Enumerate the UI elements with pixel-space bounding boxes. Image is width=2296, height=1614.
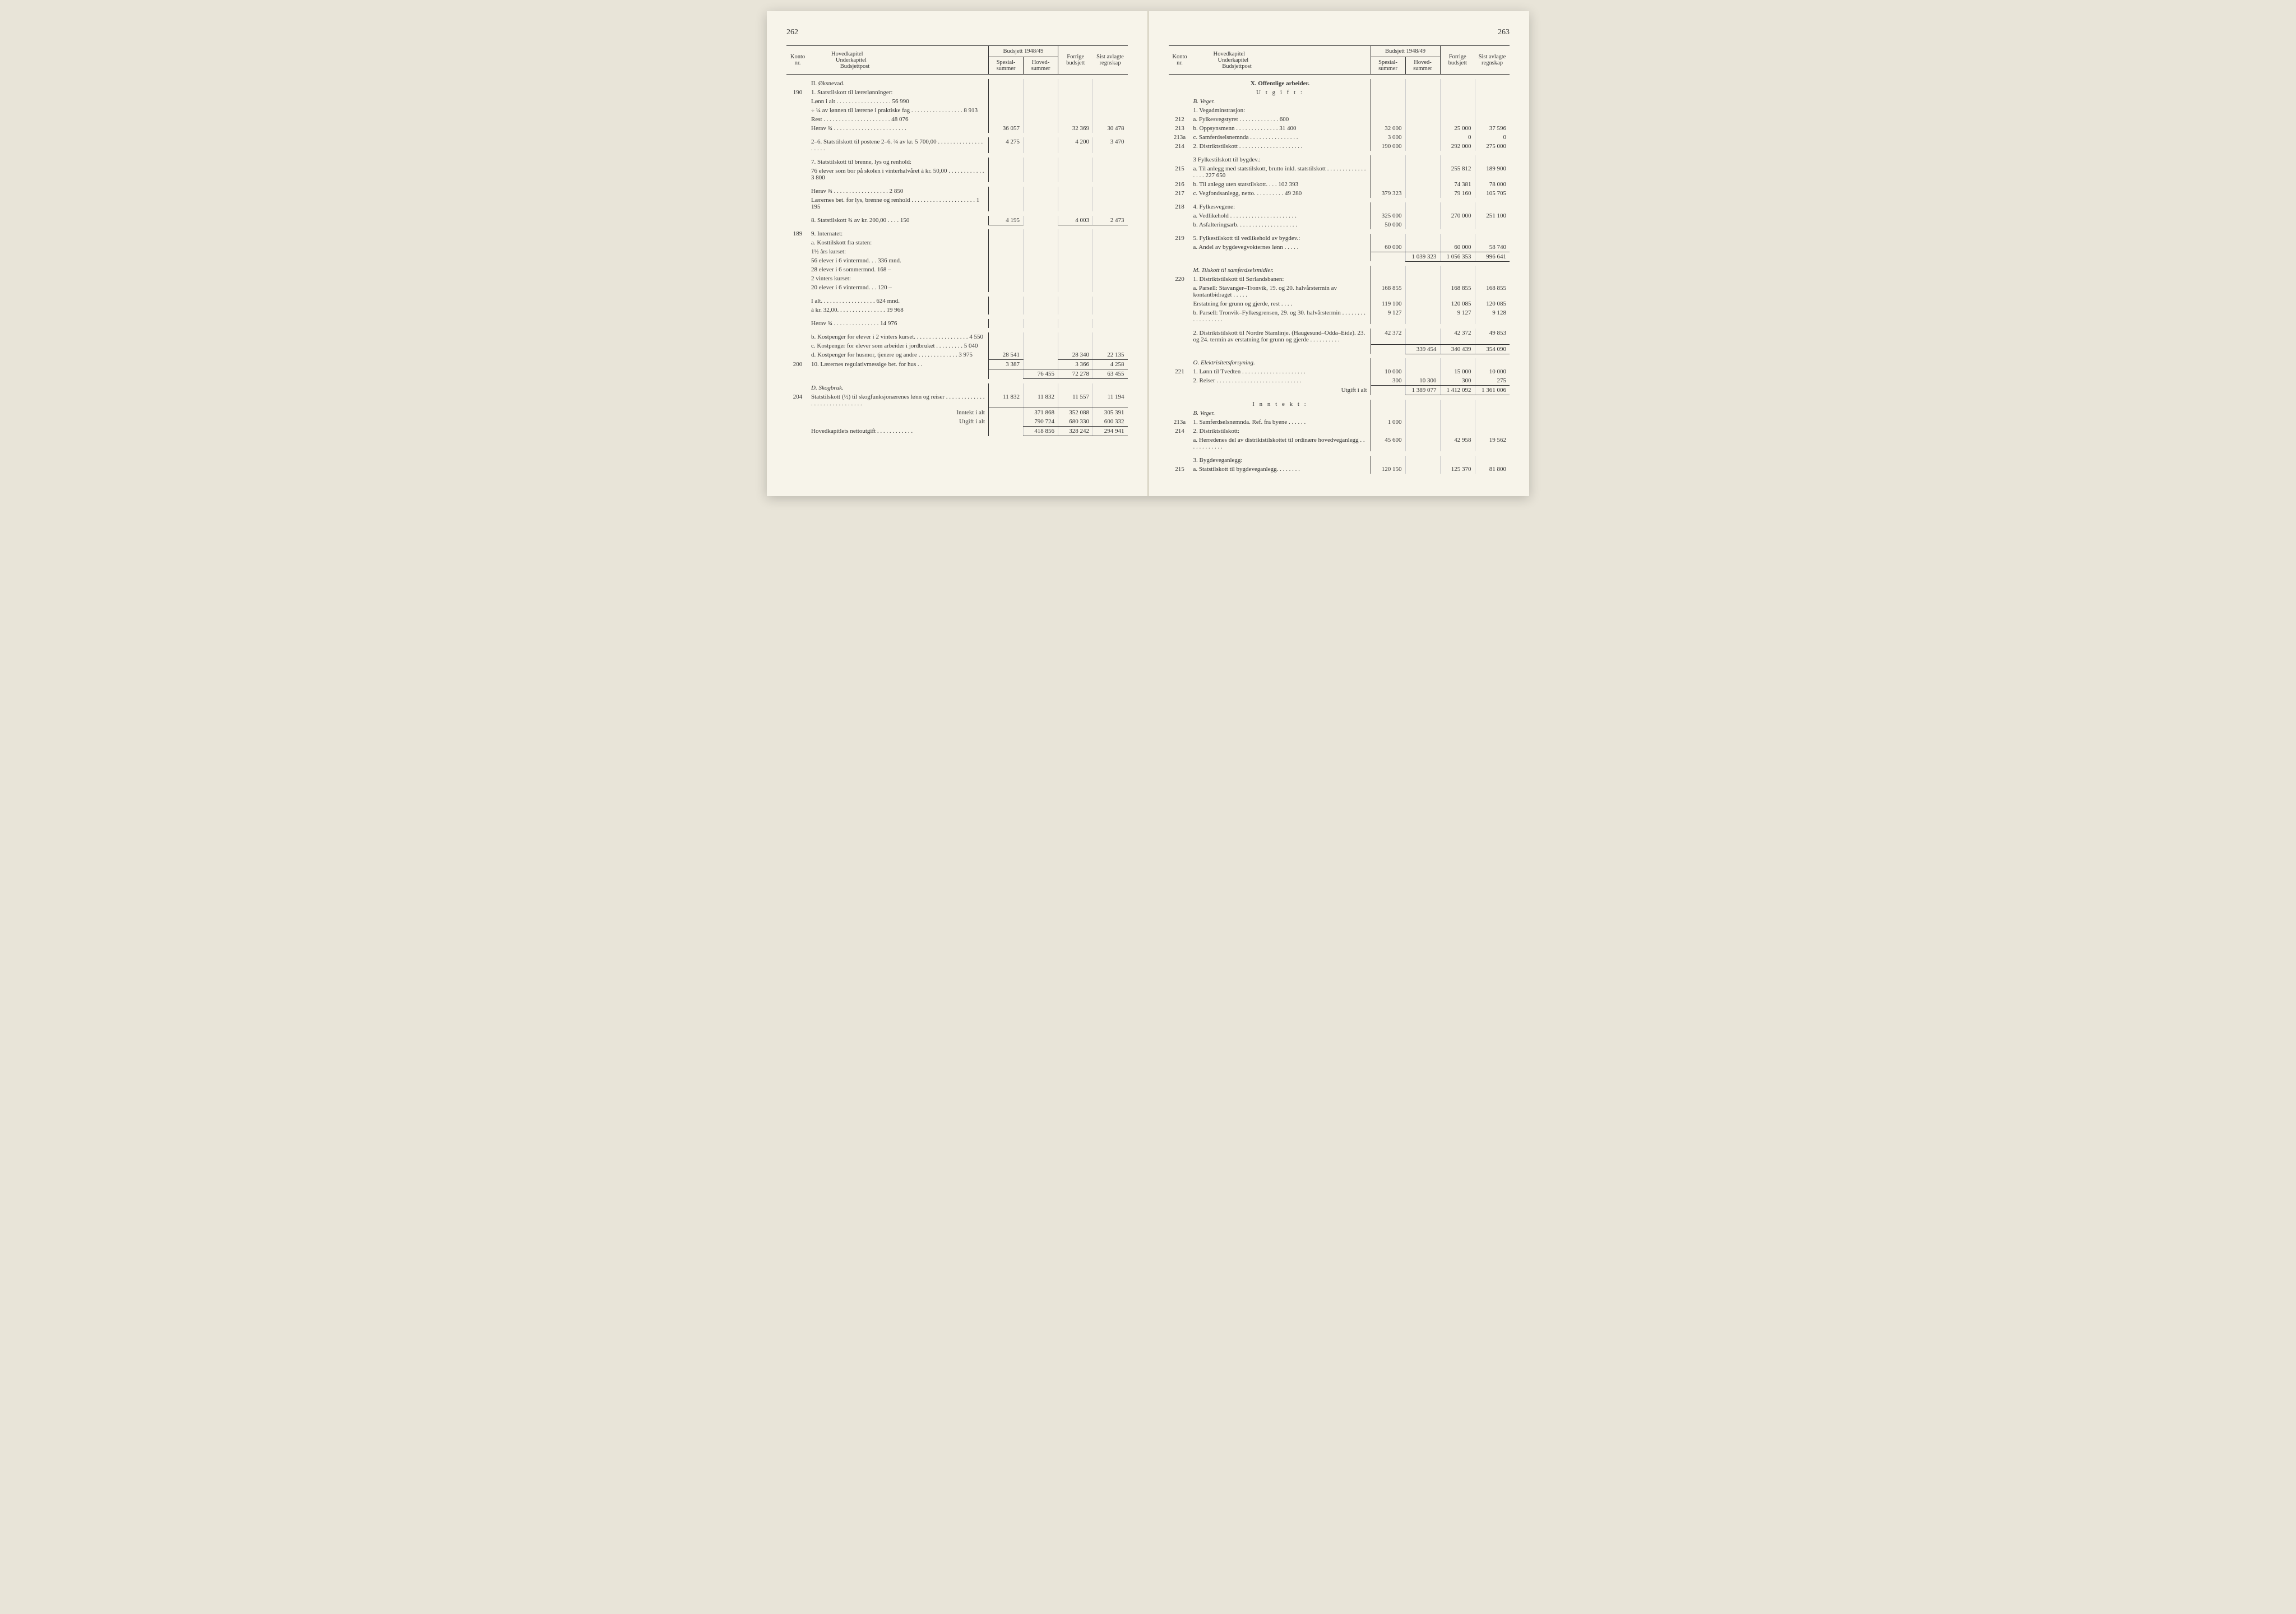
row-text: a. Herredenes del av distriktstilskottet… bbox=[1191, 436, 1371, 451]
row-text: 3. Bygdeveganlegg: bbox=[1191, 456, 1371, 465]
row-text: d. Kostpenger for husmor, tjenere og and… bbox=[809, 350, 989, 360]
col-budsjett: Budsjett 1948/49 bbox=[1371, 46, 1440, 57]
netto-label: Hovedkapitlets nettoutgift . . . . . . .… bbox=[809, 427, 989, 436]
section-o: O. Elektrisitetsforsyning. bbox=[1191, 358, 1371, 367]
row-text: ÷ ¼ av lønnen til lærerne i praktiske fa… bbox=[809, 106, 989, 115]
col-konto: Kontonr. bbox=[786, 46, 809, 75]
row-text: 76 elever som bor på skolen i vinterhalv… bbox=[809, 167, 989, 182]
row-text: 2–6. Statstilskott til postene 2–6. ¾ av… bbox=[809, 137, 989, 153]
page-left: 262 Kontonr. Hovedkapitel Underkapitel B… bbox=[767, 11, 1149, 496]
col-forrige: Forrigebudsjett bbox=[1058, 46, 1093, 75]
col-forrige: Forrigebudsjett bbox=[1440, 46, 1475, 75]
row-text: Rest . . . . . . . . . . . . . . . . . .… bbox=[809, 115, 989, 124]
col-kapitel: Hovedkapitel Underkapitel Budsjettpost bbox=[1191, 46, 1371, 75]
row-text: 28 elever i 6 sommermnd. 168 – bbox=[809, 265, 989, 274]
row-text: b. Oppsynsmenn . . . . . . . . . . . . .… bbox=[1191, 124, 1371, 133]
row-text: 56 elever i 6 vintermnd. . . 336 mnd. bbox=[809, 256, 989, 265]
row-text: b. Kostpenger for elever i 2 vinters kur… bbox=[809, 332, 989, 341]
row-text: 4. Fylkesvegene: bbox=[1191, 202, 1371, 211]
row-text: 5. Fylkestilskott til vedlikehold av byg… bbox=[1191, 234, 1371, 243]
row-text: 10. Lærernes regulativmessige bet. for h… bbox=[809, 360, 989, 369]
utgift-label: Utgift i alt bbox=[809, 417, 989, 427]
row-text: a. Til anlegg med statstilskott, brutto … bbox=[1191, 164, 1371, 180]
inntekt-label: I n n t e k t : bbox=[1191, 400, 1371, 409]
row-text: a. Andel av bygdevegvokternes lønn . . .… bbox=[1191, 243, 1371, 252]
col-budsjett: Budsjett 1948/49 bbox=[989, 46, 1058, 57]
section-d: D. Skogbruk. bbox=[809, 383, 989, 392]
row-text: a. Parsell: Stavanger–Tronvik, 19. og 20… bbox=[1191, 284, 1371, 299]
row-text: Herav ¾ . . . . . . . . . . . . . . . . … bbox=[809, 124, 989, 133]
row-text: Lærernes bet. for lys, brenne og renhold… bbox=[809, 196, 989, 211]
book-spread: 262 Kontonr. Hovedkapitel Underkapitel B… bbox=[767, 11, 1529, 496]
section-b: B. Veger. bbox=[1191, 97, 1371, 106]
row-text: c. Kostpenger for elever som arbeider i … bbox=[809, 341, 989, 350]
section-b2: B. Veger. bbox=[1191, 409, 1371, 418]
col-hoved: Hoved-summer bbox=[1405, 57, 1440, 75]
row-text: b. Til anlegg uten statstilskott. . . . … bbox=[1191, 180, 1371, 189]
row-text: 20 elever i 6 vintermnd. . . 120 – bbox=[809, 283, 989, 292]
row-text: b. Asfalteringsarb. . . . . . . . . . . … bbox=[1191, 220, 1371, 229]
col-sist: Sist avlagteregnskap bbox=[1475, 46, 1510, 75]
col-sist: Sist avlagteregnskap bbox=[1093, 46, 1128, 75]
section-x: X. Offentlige arbeider. bbox=[1191, 79, 1371, 88]
row-text: 3 Fylkestilskott til bygdev.: bbox=[1191, 155, 1371, 164]
row-text: 9. Internatet: bbox=[809, 229, 989, 238]
konto-200: 200 bbox=[786, 360, 809, 369]
budget-table-left: Kontonr. Hovedkapitel Underkapitel Budsj… bbox=[786, 45, 1128, 436]
section-m: M. Tilskott til samferdselsmidler. bbox=[1191, 266, 1371, 275]
utgift-label: U t g i f t : bbox=[1191, 88, 1371, 97]
row-text: Lønn i alt . . . . . . . . . . . . . . .… bbox=[809, 97, 989, 106]
row-text: 7. Statstilskott til brenne, lys og renh… bbox=[809, 158, 989, 167]
col-hoved: Hoved-summer bbox=[1024, 57, 1058, 75]
row-text: a. Fylkesvegstyret . . . . . . . . . . .… bbox=[1191, 115, 1371, 124]
page-number-right: 263 bbox=[1169, 28, 1510, 37]
section-title: II. Øksnevad. bbox=[809, 79, 989, 88]
konto-189: 189 bbox=[786, 229, 809, 238]
row-text: b. Parsell: Tronvik–Fylkesgrensen, 29. o… bbox=[1191, 308, 1371, 324]
row-text: Statstilskott (½) til skogfunksjonærenes… bbox=[809, 392, 989, 408]
konto-204: 204 bbox=[786, 392, 809, 408]
budget-table-right: Kontonr. Hovedkapitel Underkapitel Budsj… bbox=[1169, 45, 1510, 474]
inntekt-label: Inntekt i alt bbox=[809, 408, 989, 418]
row-text: à kr. 32,00. . . . . . . . . . . . . . .… bbox=[809, 306, 989, 315]
row-text: 1. Statstilskott til lærerlønninger: bbox=[809, 88, 989, 97]
row-text: c. Samferdselsnemnda . . . . . . . . . .… bbox=[1191, 133, 1371, 142]
row-text: c. Vegfondsanlegg, netto. . . . . . . . … bbox=[1191, 189, 1371, 198]
row-text: Erstatning for grunn og gjerde, rest . .… bbox=[1191, 299, 1371, 308]
row-text: 2 vinters kurset: bbox=[809, 274, 989, 283]
row-text: 1. Lønn til Tvedten . . . . . . . . . . … bbox=[1191, 367, 1371, 376]
row-text: 2. Distriktstilskott til Nordre Stamlinj… bbox=[1191, 329, 1371, 344]
row-text: Herav ¾ . . . . . . . . . . . . . . . 14… bbox=[809, 319, 989, 328]
row-text: 1. Samferdselsnemnda. Ref. fra byene . .… bbox=[1191, 418, 1371, 427]
row-text: 8. Statstilskott ¾ av kr. 200,00 . . . .… bbox=[809, 216, 989, 225]
row-text: 1½ års kurset: bbox=[809, 247, 989, 256]
row-text: I alt. . . . . . . . . . . . . . . . . .… bbox=[809, 297, 989, 306]
row-text: a. Kosttilskott fra staten: bbox=[809, 238, 989, 247]
col-konto: Kontonr. bbox=[1169, 46, 1191, 75]
konto-190: 190 bbox=[786, 88, 809, 97]
utgift-ialt-label: Utgift i alt bbox=[1191, 386, 1371, 395]
row-text: 2. Reiser . . . . . . . . . . . . . . . … bbox=[1191, 376, 1371, 386]
row-text: 1. Vegadminstrasjon: bbox=[1191, 106, 1371, 115]
row-text: a. Statstilskott til bygdeveganlegg. . .… bbox=[1191, 465, 1371, 474]
col-spesial: Spesial-summer bbox=[1371, 57, 1405, 75]
page-right: 263 Kontonr. Hovedkapitel Underkapitel B… bbox=[1149, 11, 1530, 496]
row-text: 1. Distriktstilskott til Sørlandsbanen: bbox=[1191, 275, 1371, 284]
row-text: 2. Distriktstilskott . . . . . . . . . .… bbox=[1191, 142, 1371, 151]
row-text: Herav ¾ . . . . . . . . . . . . . . . . … bbox=[809, 187, 989, 196]
col-kapitel: Hovedkapitel Underkapitel Budsjettpost bbox=[809, 46, 989, 75]
row-text: a. Vedlikehold . . . . . . . . . . . . .… bbox=[1191, 211, 1371, 220]
col-spesial: Spesial-summer bbox=[989, 57, 1024, 75]
row-text: 2. Distriktstilskott: bbox=[1191, 427, 1371, 436]
page-number-left: 262 bbox=[786, 28, 1128, 37]
